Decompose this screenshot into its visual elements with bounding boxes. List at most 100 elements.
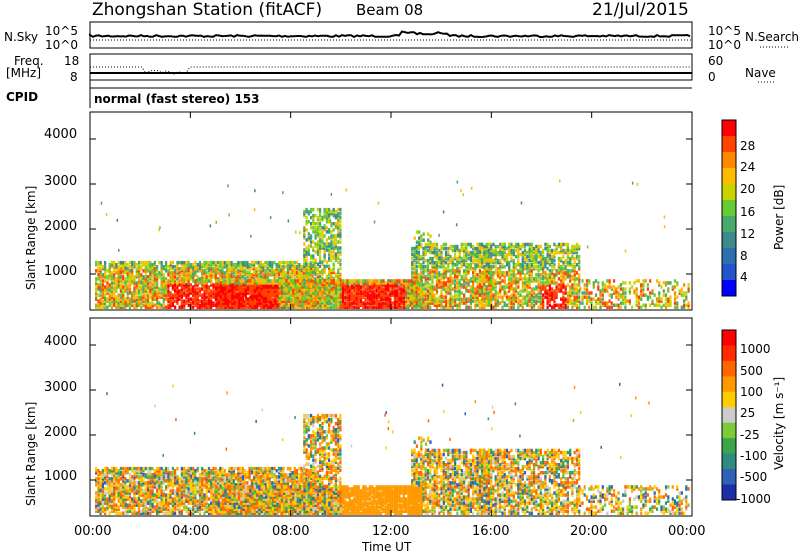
power-cell <box>298 281 302 285</box>
velocity-cbar-tick-100: 100 <box>740 385 763 399</box>
power-cell <box>472 271 475 275</box>
power-cell <box>295 291 299 295</box>
power-cell <box>581 291 584 295</box>
power-cell <box>323 290 326 295</box>
power-cell <box>551 295 554 299</box>
power-cell <box>460 275 463 279</box>
power-cell <box>312 266 315 271</box>
power-cell <box>494 283 497 287</box>
power-cell <box>146 275 150 279</box>
power-cell <box>312 256 315 260</box>
power-cell <box>323 280 326 285</box>
power-cell <box>384 287 387 291</box>
power-cell <box>337 215 340 220</box>
power-cell <box>544 285 547 289</box>
power-cell <box>203 279 206 283</box>
power-cell <box>221 269 224 273</box>
power-cell <box>357 301 360 305</box>
power-cell <box>126 299 129 303</box>
power-cell <box>210 263 213 267</box>
power-cell <box>185 299 188 303</box>
power-cbar-tick-4: 4 <box>740 270 748 284</box>
power-cell <box>530 297 533 301</box>
power-cell <box>380 283 383 287</box>
power-cell <box>569 269 572 273</box>
power-cell <box>426 295 430 299</box>
power-cell <box>332 283 335 287</box>
power-cell <box>308 305 311 309</box>
power-cell <box>153 281 156 285</box>
power-cell <box>201 277 204 281</box>
power-cell <box>106 287 109 291</box>
power-cell <box>319 256 322 260</box>
power-cell <box>535 277 538 281</box>
power-cell <box>119 267 122 271</box>
power-cell <box>97 305 100 309</box>
power-cell <box>287 287 290 291</box>
power-cell <box>463 269 466 273</box>
power-cell <box>341 305 344 309</box>
power-cell <box>284 271 287 275</box>
power-cell <box>417 260 420 265</box>
power-cell <box>153 283 156 287</box>
power-cell <box>153 289 156 293</box>
power-cell <box>573 265 576 269</box>
power-cell <box>312 230 315 234</box>
power-cell <box>407 283 410 287</box>
power-cell <box>305 305 308 309</box>
power-cell <box>424 305 427 309</box>
power-cell <box>510 285 513 289</box>
power-cell <box>257 260 260 265</box>
power-cell <box>328 270 331 275</box>
power-cell <box>454 248 457 253</box>
power-cell <box>490 285 493 289</box>
power-cell <box>362 303 365 307</box>
power-cell <box>189 283 192 287</box>
power-cell <box>219 289 223 293</box>
power-cell <box>413 299 416 303</box>
power-cell <box>185 277 188 281</box>
power-cell <box>210 271 213 275</box>
power-cell <box>165 269 168 273</box>
power-cell <box>124 283 127 287</box>
power-cell <box>571 301 574 305</box>
power-cell <box>119 275 122 279</box>
power-cell <box>250 277 253 281</box>
power-cell <box>514 267 518 271</box>
power-cell <box>160 285 163 289</box>
power-cell <box>433 293 436 297</box>
power-cell <box>476 295 479 299</box>
power-cell <box>316 274 319 279</box>
power-cell <box>255 271 258 275</box>
power-cell <box>97 273 100 277</box>
power-cell <box>110 299 113 303</box>
power-cell <box>530 263 533 267</box>
power-cell <box>380 303 383 307</box>
power-cell <box>583 305 586 309</box>
power-cell <box>260 281 263 285</box>
power-cell <box>560 271 563 275</box>
power-cell <box>276 285 279 289</box>
power-cell <box>514 244 518 249</box>
power-cell <box>435 289 439 293</box>
power-cell <box>492 258 495 263</box>
power-cell <box>249 303 252 307</box>
power-cell <box>564 287 567 291</box>
power-cell <box>483 293 486 297</box>
power-cell <box>257 277 260 281</box>
power-cell <box>375 283 378 287</box>
power-cell <box>569 263 572 267</box>
power-cell <box>474 273 477 277</box>
power-cell <box>411 273 414 277</box>
power-cell <box>478 265 481 269</box>
power-cell <box>420 275 423 279</box>
power-cell <box>350 281 354 285</box>
power-cell <box>483 305 486 309</box>
power-cell <box>332 279 335 283</box>
power-cell <box>339 279 342 283</box>
power-cell <box>371 291 374 295</box>
power-cell <box>305 268 308 273</box>
power-cell <box>400 289 403 293</box>
power-cell <box>122 289 125 293</box>
power-cell <box>359 287 363 291</box>
